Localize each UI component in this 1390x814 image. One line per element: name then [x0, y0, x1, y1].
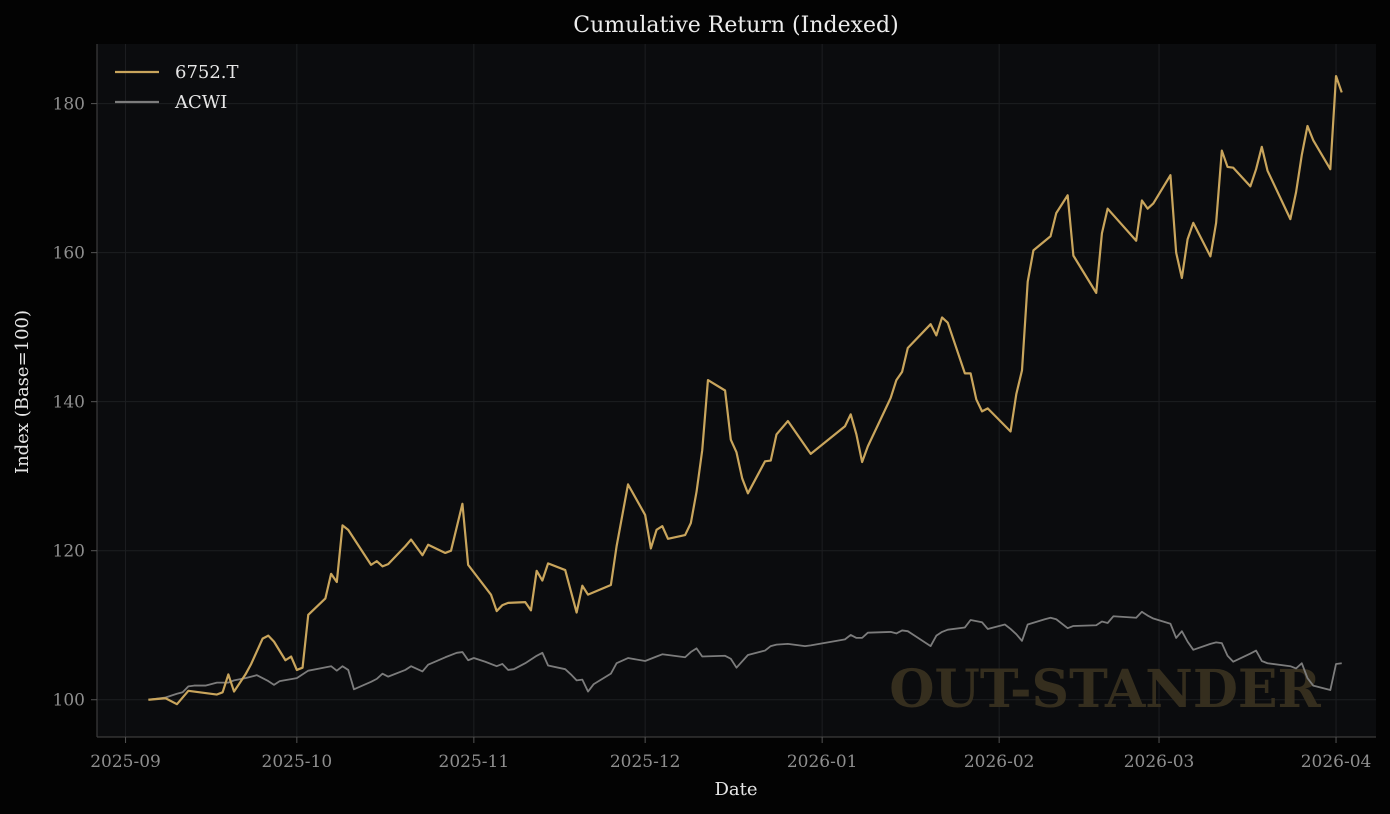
x-tick-label: 2025-09 — [90, 752, 161, 772]
x-tick-label: 2026-01 — [787, 752, 858, 772]
axis-ticks: 100 120 140 160 180 2025-09 2025-10 2025-11 2025… — [53, 95, 1372, 772]
legend: 6752.T ACWI — [115, 62, 239, 113]
y-tick-label: 160 — [53, 244, 85, 264]
y-tick-label: 140 — [53, 393, 85, 413]
legend-label-acwi: ACWI — [174, 92, 227, 113]
y-tick-label: 120 — [53, 542, 85, 562]
y-tick-label: 100 — [53, 691, 85, 711]
series-lines — [148, 74, 1343, 706]
watermark: OUT-STANDER — [889, 659, 1321, 720]
x-tick-label: 2025-12 — [610, 752, 681, 772]
grid-lines — [97, 44, 1376, 737]
legend-label-6752t: 6752.T — [175, 62, 239, 83]
chart-title: Cumulative Return (Indexed) — [573, 13, 898, 38]
x-tick-label: 2026-04 — [1301, 752, 1372, 772]
x-tick-label: 2025-11 — [439, 752, 510, 772]
y-tick-label: 180 — [53, 95, 85, 115]
series-line-acwi — [148, 610, 1342, 701]
x-tick-label: 2026-03 — [1124, 752, 1195, 772]
series-line-6752t — [148, 74, 1343, 706]
y-axis-label: Index (Base=100) — [12, 310, 33, 474]
plot-area — [97, 44, 1376, 737]
x-axis-label: Date — [714, 779, 757, 800]
x-tick-label: 2025-10 — [262, 752, 333, 772]
x-tick-label: 2026-02 — [964, 752, 1035, 772]
